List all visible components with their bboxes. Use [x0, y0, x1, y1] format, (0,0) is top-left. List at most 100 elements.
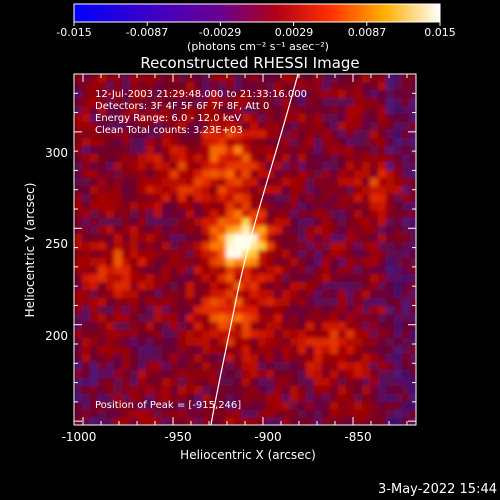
- heatmap-cell: [186, 322, 195, 331]
- heatmap-cell: [338, 194, 347, 203]
- heatmap-cell: [114, 378, 123, 387]
- heatmap-cell: [330, 146, 339, 155]
- heatmap-cell: [90, 194, 99, 203]
- heatmap-cell: [266, 114, 275, 123]
- heatmap-cell: [338, 178, 347, 187]
- heatmap-cell: [314, 330, 323, 339]
- heatmap-cell: [394, 338, 403, 347]
- heatmap-cell: [322, 386, 331, 395]
- heatmap-cell: [274, 338, 283, 347]
- heatmap-cell: [330, 194, 339, 203]
- heatmap-cell: [394, 170, 403, 179]
- heatmap-cell: [162, 378, 171, 387]
- heatmap-cell: [266, 178, 275, 187]
- heatmap-cell: [378, 98, 387, 107]
- heatmap-cell: [178, 394, 187, 403]
- heatmap-cell: [154, 306, 163, 315]
- heatmap-cell: [394, 418, 403, 425]
- heatmap-cell: [114, 130, 123, 139]
- heatmap-cell: [266, 386, 275, 395]
- heatmap-cell: [378, 394, 387, 403]
- heatmap-cell: [330, 394, 339, 403]
- heatmap-cell: [306, 122, 315, 131]
- heatmap-cell: [170, 154, 179, 163]
- heatmap-cell: [402, 234, 411, 243]
- heatmap-cell: [354, 410, 363, 419]
- heatmap-cell: [218, 202, 227, 211]
- heatmap-cell: [90, 418, 99, 425]
- heatmap-cell: [386, 178, 395, 187]
- heatmap-cell: [378, 202, 387, 211]
- heatmap-cell: [322, 354, 331, 363]
- heatmap-cell: [322, 242, 331, 251]
- heatmap-cell: [386, 266, 395, 275]
- heatmap-cell: [178, 338, 187, 347]
- heatmap-cell: [258, 250, 267, 259]
- heatmap-cell: [170, 186, 179, 195]
- heatmap-cell: [154, 290, 163, 299]
- heatmap-cell: [162, 162, 171, 171]
- heatmap-cell: [114, 186, 123, 195]
- heatmap-cell: [330, 122, 339, 131]
- heatmap-cell: [330, 274, 339, 283]
- heatmap-cell: [122, 266, 131, 275]
- heatmap-cell: [178, 282, 187, 291]
- heatmap-cell: [242, 82, 251, 91]
- heatmap-cell: [314, 138, 323, 147]
- heatmap-cell: [242, 202, 251, 211]
- heatmap-cell: [250, 170, 259, 179]
- heatmap-cell: [266, 330, 275, 339]
- heatmap-cell: [74, 362, 83, 371]
- heatmap-cell: [82, 234, 91, 243]
- heatmap-cell: [346, 186, 355, 195]
- heatmap-cell: [306, 274, 315, 283]
- heatmap-cell: [394, 90, 403, 99]
- heatmap-cell: [130, 82, 139, 91]
- heatmap-cell: [274, 146, 283, 155]
- heatmap-cell: [282, 258, 291, 267]
- heatmap-cell: [146, 266, 155, 275]
- heatmap-cell: [314, 274, 323, 283]
- heatmap-cell: [410, 162, 416, 171]
- heatmap-cell: [114, 346, 123, 355]
- heatmap-cell: [90, 338, 99, 347]
- heatmap-cell: [338, 226, 347, 235]
- heatmap-cell: [162, 146, 171, 155]
- heatmap-cell: [138, 266, 147, 275]
- heatmap-cell: [122, 258, 131, 267]
- heatmap-cell: [250, 218, 259, 227]
- heatmap-cell: [154, 234, 163, 243]
- heatmap-cell: [386, 378, 395, 387]
- heatmap-cell: [258, 282, 267, 291]
- heatmap-cell: [106, 194, 115, 203]
- heatmap-cell: [170, 106, 179, 115]
- heatmap-cell: [194, 138, 203, 147]
- heatmap-cell: [130, 74, 139, 83]
- heatmap-cell: [386, 346, 395, 355]
- heatmap-cell: [210, 298, 219, 307]
- heatmap-cell: [378, 322, 387, 331]
- heatmap-cell: [170, 218, 179, 227]
- heatmap-cell: [138, 74, 147, 83]
- heatmap-cell: [226, 162, 235, 171]
- heatmap-cell: [370, 226, 379, 235]
- heatmap-cell: [298, 394, 307, 403]
- heatmap-cell: [106, 410, 115, 419]
- heatmap-cell: [402, 354, 411, 363]
- heatmap-cell: [106, 178, 115, 187]
- heatmap-cell: [354, 170, 363, 179]
- heatmap-cell: [234, 146, 243, 155]
- heatmap-cell: [122, 170, 131, 179]
- heatmap-cell: [346, 370, 355, 379]
- heatmap-cell: [314, 242, 323, 251]
- heatmap-cell: [362, 314, 371, 323]
- heatmap-cell: [186, 354, 195, 363]
- heatmap-cell: [386, 394, 395, 403]
- heatmap-cell: [378, 306, 387, 315]
- heatmap-cell: [90, 74, 99, 83]
- heatmap-cell: [74, 250, 83, 259]
- heatmap-cell: [226, 354, 235, 363]
- heatmap-cell: [122, 82, 131, 91]
- heatmap-cell: [82, 386, 91, 395]
- heatmap-cell: [186, 98, 195, 107]
